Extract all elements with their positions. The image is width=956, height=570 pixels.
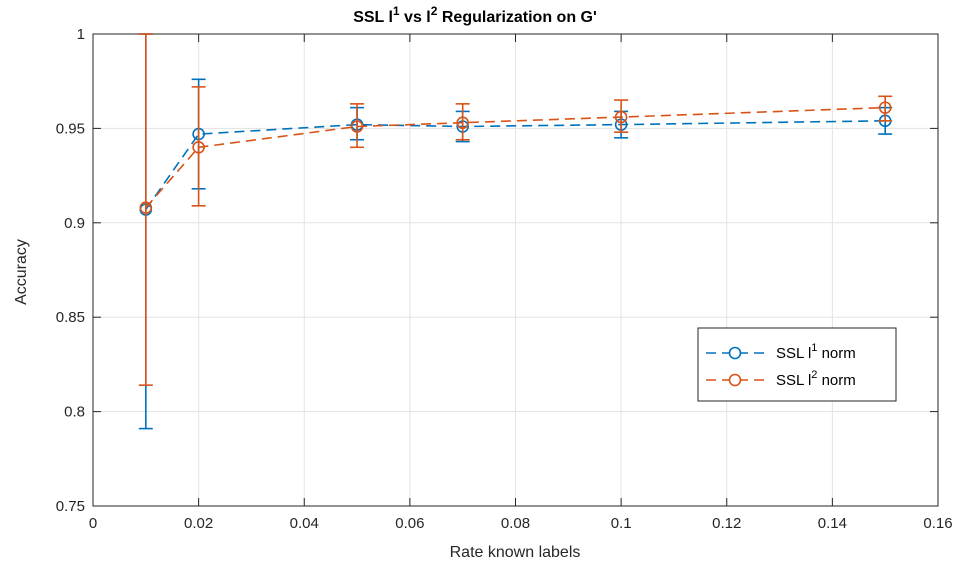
x-tick-label: 0: [89, 515, 97, 532]
data-point: [456, 116, 469, 130]
series-2: [138, 33, 893, 386]
legend-label-sup: 1: [811, 342, 817, 354]
y-tick-label: 0.95: [56, 120, 85, 137]
y-tick-label: 0.8: [64, 404, 85, 421]
y-tick-label: 0.9: [64, 215, 85, 232]
chart-title: SSL l1 vs l2 Regularization on G': [353, 4, 597, 26]
x-axis-label: Rate known labels: [450, 544, 581, 561]
legend-marker-2: [728, 373, 742, 387]
chart-title-suffix: Regularization on G': [437, 9, 596, 26]
data-point: [614, 110, 628, 124]
x-tick-label: 0.06: [395, 515, 424, 532]
chart-title-middle: vs l: [400, 9, 431, 26]
y-tick-label: 1: [77, 26, 85, 43]
axes: 0 0.02 0.04 0.06 0.08 0.1 0.12 0.14 0.16 0.75 0.8 0…: [56, 26, 953, 532]
data-point: [878, 101, 892, 114]
x-tick-label: 0.02: [184, 515, 213, 532]
legend-label-sup: 2: [811, 369, 817, 381]
x-tick-label: 0.16: [923, 515, 952, 532]
series-group: [138, 33, 893, 430]
data-point: [350, 120, 364, 133]
legend-label-1: SSL l1 norm: [776, 342, 856, 362]
data-point: [139, 201, 153, 214]
x-tick-label: 0.08: [501, 515, 530, 532]
legend-label-base: SSL l: [776, 372, 811, 389]
chart-title-sup1: 1: [393, 4, 400, 18]
x-tick-label: 0.12: [712, 515, 741, 532]
series-2-line: [145, 106, 886, 209]
legend-marker-1: [728, 346, 742, 360]
y-axis-label: Accuracy: [13, 239, 30, 305]
chart-title-sup2: 2: [431, 4, 438, 18]
chart-title-prefix: SSL l: [353, 9, 393, 26]
x-tick-label: 0.1: [611, 515, 632, 532]
legend-label-suffix: norm: [817, 372, 855, 389]
y-tick-label: 0.85: [56, 309, 85, 326]
legend-label-suffix: norm: [817, 345, 855, 362]
legend-label-base: SSL l: [776, 345, 811, 362]
legend-label-2: SSL l2 norm: [776, 369, 856, 389]
legend-box: [697, 327, 897, 402]
x-tick-label: 0.14: [818, 515, 847, 532]
x-tick-label: 0.04: [290, 515, 319, 532]
data-point: [192, 140, 205, 154]
y-tick-label: 0.75: [56, 498, 85, 515]
